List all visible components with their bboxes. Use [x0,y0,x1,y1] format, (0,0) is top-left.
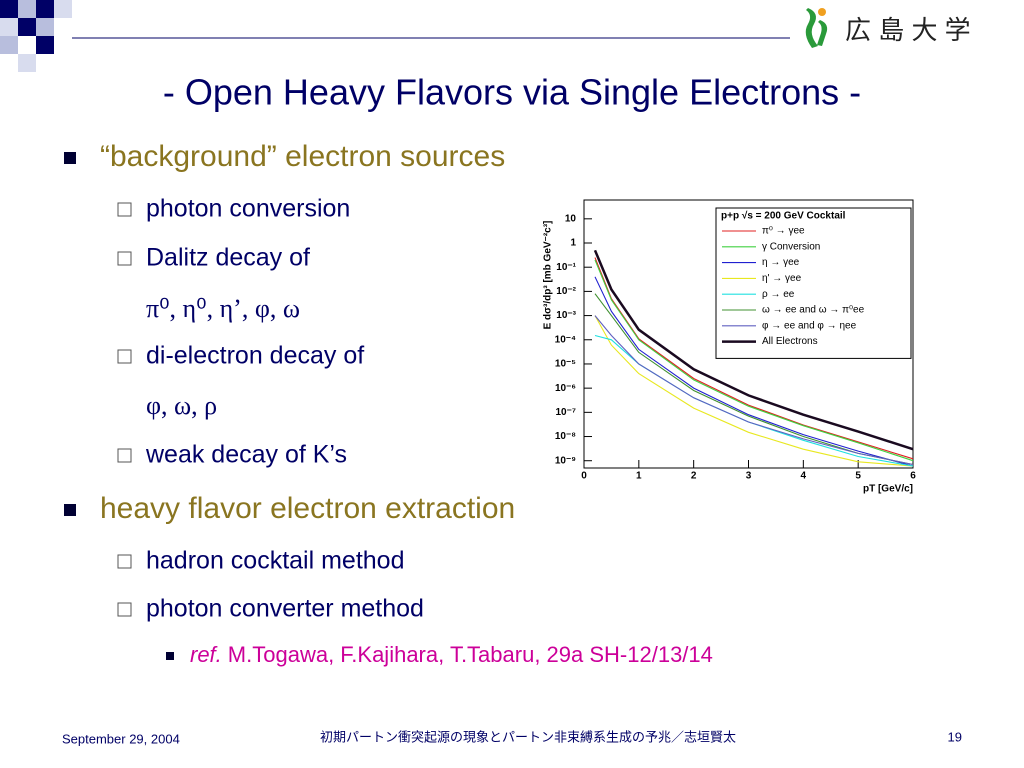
y-tick-label: 10⁻¹ [556,262,576,273]
corner-decoration [0,0,790,72]
series-line [594,257,914,460]
y-tick-label: 10⁻⁹ [555,455,576,466]
y-tick-label: 10⁻² [556,286,576,297]
logo-text: 広 島 大 学 [845,15,971,45]
x-tick-label: 1 [636,471,642,482]
legend-label: ω → ee and ω → π⁰ee [762,305,865,316]
series-line [593,249,914,451]
reference: ref. M.Togawa, F.Kajihara, T.Tabaru, 29a … [190,642,713,667]
x-tick-label: 4 [801,471,807,482]
legend-title: p+p √s = 200 GeV Cocktail [721,211,846,222]
page-number: 19 [948,729,962,744]
y-axis-label: E dσ³/dp³ [mb GeV⁻²c³] [543,221,554,330]
bullet-marker [64,152,76,164]
x-axis-label: pT [GeV/c] [863,484,913,495]
sub-bullet-marker [117,202,132,217]
bullet-marker [64,504,76,516]
footer-date: September 29, 2004 [62,731,180,746]
x-tick-label: 3 [746,471,752,482]
bullet: “background” electron sources [100,140,505,173]
sub-bullet: photon conversion [146,195,350,223]
legend-label: γ Conversion [762,241,820,252]
series-line [594,276,914,467]
series-line [594,259,914,462]
particle-list: π⁰, η⁰, η’, φ, ω [146,294,300,323]
x-tick-label: 6 [910,471,916,482]
y-tick-label: 10⁻³ [556,310,576,321]
x-tick-label: 5 [855,471,861,482]
y-tick-label: 10⁻⁷ [555,407,576,418]
footer-title: 初期パートン衝突起源の現象とパートン非束縛系生成の予兆／志垣賢太 [320,729,736,744]
y-tick-label: 10⁻⁶ [555,383,576,394]
ref-text: M.Togawa, F.Kajihara, T.Tabaru, 29a SH-1… [228,642,713,667]
chart: E dσ³/dp³ [mb GeV⁻²c³] pT [GeV/c] 0 1 2 3 4 5… [543,199,916,495]
y-tick-label: 1 [570,238,576,249]
legend-label: η → γee [762,257,800,268]
logo: 広 島 大 学 [805,8,971,48]
particle-list: φ, ω, ρ [146,391,217,420]
x-tick-label: 0 [581,471,587,482]
legend-box [715,207,912,359]
legend-label: π⁰ → γee [762,226,805,237]
sub-bullet: weak decay of K’s [145,441,347,469]
bullet: heavy flavor electron extraction [100,492,515,525]
sub-bullet: hadron cocktail method [146,547,404,575]
ref-label: ref. [190,642,222,667]
sub-bullet-marker [117,251,132,266]
y-tick-label: 10⁻⁸ [555,431,576,442]
x-tick-label: 2 [691,471,697,482]
legend-label: ρ → ee [762,289,795,300]
y-tick-label: 10 [565,213,577,224]
ref-marker [166,652,174,660]
sub-bullet: di-electron decay of [146,342,364,370]
sub-bullet: photon converter method [146,595,424,623]
sub-bullet: Dalitz decay of [146,244,310,272]
legend-label: η' → γee [762,273,802,284]
series-line [594,315,914,467]
sub-bullet-marker [117,448,132,463]
slide-title: - Open Heavy Flavors via Single Electron… [163,72,861,113]
y-tick-label: 10⁻⁵ [555,359,576,370]
legend-label: All Electrons [762,336,818,347]
y-tick-label: 10⁻⁴ [555,334,576,345]
legend-label: φ → ee and φ → ηee [762,320,857,331]
sub-bullet-marker [117,602,132,617]
sub-bullet-marker [117,349,132,364]
series-line [594,315,914,466]
sub-bullet-marker [117,554,132,569]
